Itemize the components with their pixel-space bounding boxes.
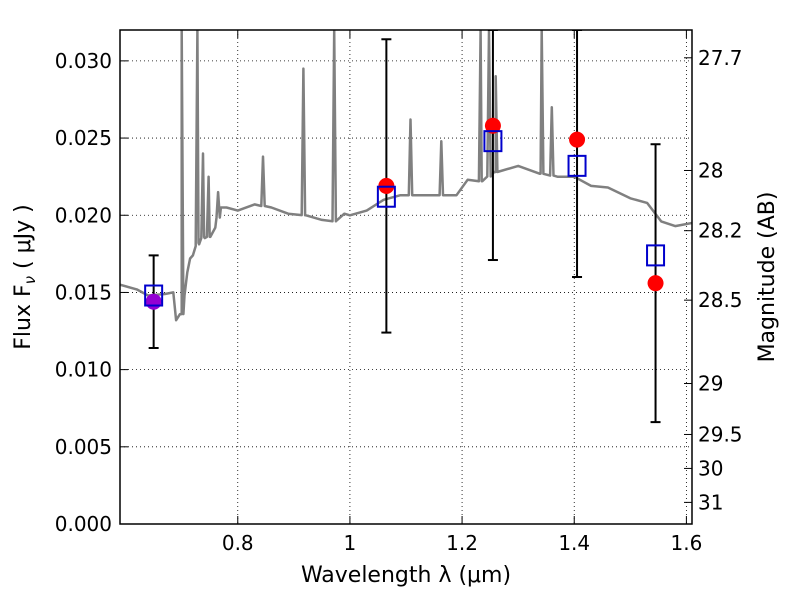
x-tick-label: 1.6 [670,531,702,555]
y-tick-label: 0.005 [55,435,112,459]
y2-tick-label: 27.7 [698,46,743,70]
plot-frame [119,29,693,525]
observed-point [569,131,586,148]
grid-lines [120,30,692,525]
model-point [567,154,587,177]
y2-tick-label: 31 [698,490,723,514]
x-tick-label: 1.2 [446,531,478,555]
y2-tick-label: 29.5 [698,422,743,446]
y2-tick-label: 28 [698,158,723,182]
model-point [144,284,164,307]
spectrum-line [120,30,692,322]
model-point [483,130,503,153]
x-tick-label: 0.8 [222,531,254,555]
model-point [646,244,666,267]
y2-axis-title: Magnitude (AB) [755,192,780,363]
observed-point [145,293,162,310]
y2-tick-label: 30 [698,456,723,480]
y-tick-label: 0.000 [55,512,112,536]
model-point [376,185,396,208]
y-tick-label: 0.015 [55,280,112,304]
x-axis-title: Wavelength λ (μm) [301,563,511,588]
y-tick-label: 0.025 [55,126,112,150]
observed-point [647,275,664,292]
tick-layer: 0.8 1 1.2 1.4 1.6 0.000 0.005 0.010 0.015 0.020 0.… [55,30,743,555]
errorbar-layer [148,30,661,424]
y-tick-label: 0.020 [55,203,112,227]
y-axis-title: Flux Fν ( μJy ) [11,204,39,349]
y2-tick-label: 28.2 [698,219,743,243]
observed-point [484,117,501,134]
x-tick-label: 1.4 [558,531,590,555]
spectrum-layer [120,30,692,322]
marker-layer [144,117,666,310]
y2-tick-label: 29 [698,372,723,396]
y-tick-label: 0.030 [55,49,112,73]
x-tick-label: 1 [344,531,357,555]
y2-tick-label: 28.5 [698,288,743,312]
y-tick-label: 0.010 [55,358,112,382]
